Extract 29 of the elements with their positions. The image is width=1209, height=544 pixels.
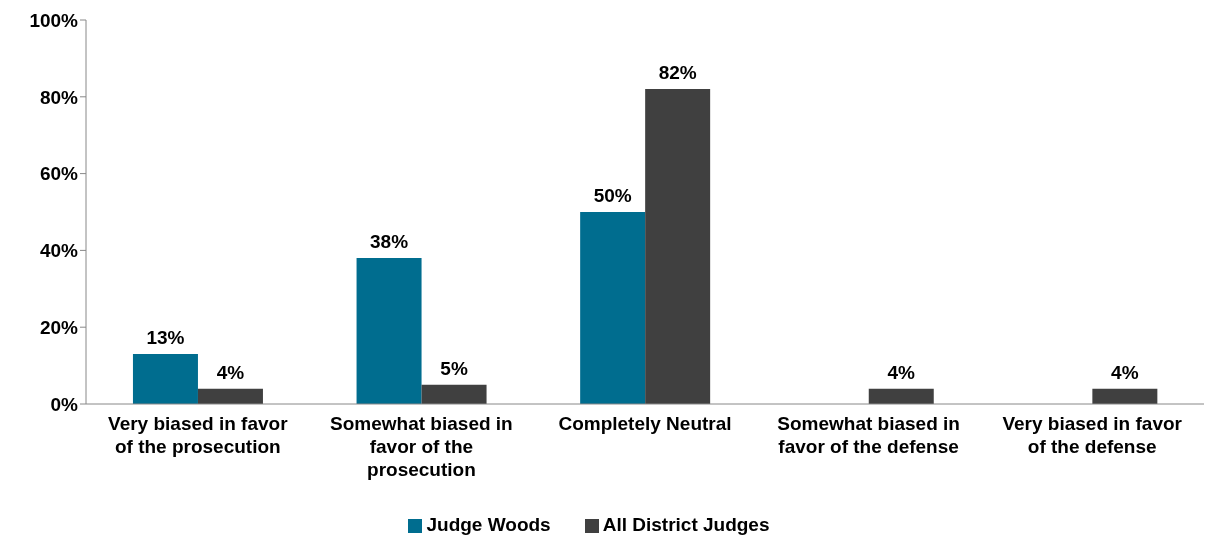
data-label: 13% [146, 327, 185, 349]
bar [421, 384, 487, 404]
legend-label: Judge Woods [426, 514, 551, 535]
y-tick-label: 0% [50, 393, 79, 415]
x-tick-label: Somewhat biased in favor of the defense [777, 413, 960, 457]
bar [580, 212, 646, 404]
bar [356, 258, 422, 404]
legend-label: All District Judges [602, 514, 770, 535]
bar [645, 89, 711, 404]
data-label: 5% [440, 357, 468, 379]
y-tick-label: 80% [39, 86, 79, 108]
data-label: 38% [370, 231, 409, 253]
y-tick-label: 20% [39, 316, 79, 338]
bar [132, 354, 198, 404]
data-label: 4% [887, 361, 916, 383]
y-tick-label: 100% [29, 9, 79, 31]
x-tick-label: Completely Neutral [558, 413, 732, 434]
bar [868, 388, 934, 404]
data-label: 50% [593, 185, 632, 206]
y-tick-label: 60% [39, 163, 79, 185]
x-tick-label: Somewhat biased in favor of the prosecution [330, 413, 513, 480]
data-label: 4% [216, 361, 245, 383]
x-tick-label: Very biased in favor of the prosecution [108, 413, 289, 457]
data-label: 4% [1111, 361, 1139, 383]
data-label: 82% [658, 62, 697, 84]
bar [1092, 388, 1158, 404]
y-tick-label: 40% [39, 240, 79, 262]
bar [197, 388, 263, 404]
x-tick-label: Very biased in favor of the defense [1002, 413, 1183, 457]
